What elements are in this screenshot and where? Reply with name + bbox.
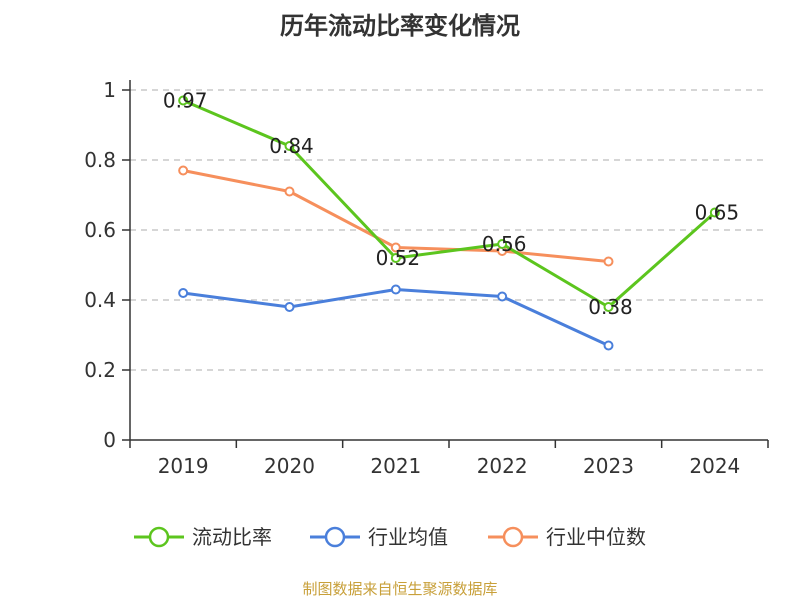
series-line-1 [182,288,610,347]
legend-label: 流动比率 [192,525,272,549]
data-point [284,141,295,151]
data-point [284,302,295,312]
legend-item-1[interactable]: 行业均值 [310,525,448,549]
data-point [284,186,295,197]
data-point [390,284,401,295]
data-point [390,242,401,253]
x-tick-label: 2022 [477,454,528,478]
series-lines [178,95,720,351]
data-label: 0.84 [269,134,314,158]
legend-item-2[interactable]: 行业中位数 [488,525,646,549]
data-point [497,239,508,249]
data-label: 0.38 [588,295,633,319]
y-tick-label: 0.4 [84,288,116,312]
x-tick-label: 2021 [370,454,421,478]
y-tick-label: 0.8 [84,148,116,172]
axes: 0 0.2 0.4 0.6 0.8 1 2019 2020 2021 2022 2023 2024 [84,78,769,478]
y-tick-label: 0.2 [84,358,116,382]
y-tick-label: 0 [103,428,116,452]
legend-item-0[interactable]: 流动比率 [134,525,272,549]
x-tick-label: 2020 [264,454,315,478]
legend-marker [324,526,346,548]
grid-lines [130,89,768,371]
data-label: 0.56 [482,232,527,256]
x-tick-label: 2019 [158,454,209,478]
data-point [178,165,189,176]
data-label: 0.52 [376,246,421,270]
y-tick-label: 0.6 [84,218,116,242]
data-point [390,253,401,263]
series-line-0 [182,99,716,309]
data-labels: 0.97 0.84 0.52 0.56 0.38 0.65 [163,89,739,320]
legend-label: 行业均值 [368,525,448,549]
data-point [603,340,614,351]
legend-label: 行业中位数 [546,525,646,549]
data-point [178,95,189,106]
chart-title: 历年流动比率变化情况 [280,12,520,40]
data-point [178,288,189,298]
legend: 流动比率 行业均值 行业中位数 [134,525,646,549]
legend-marker [148,526,170,548]
data-point [709,207,720,218]
data-point [603,256,614,267]
x-tick-label: 2023 [583,454,634,478]
legend-marker [502,526,524,548]
data-label: 0.65 [695,201,740,225]
source-note: 制图数据来自恒生聚源数据库 [302,580,498,598]
data-label: 0.97 [163,89,208,113]
y-tick-label: 1 [103,78,116,102]
x-tick-label: 2024 [689,454,740,478]
data-point [603,302,614,312]
data-point [497,291,508,302]
